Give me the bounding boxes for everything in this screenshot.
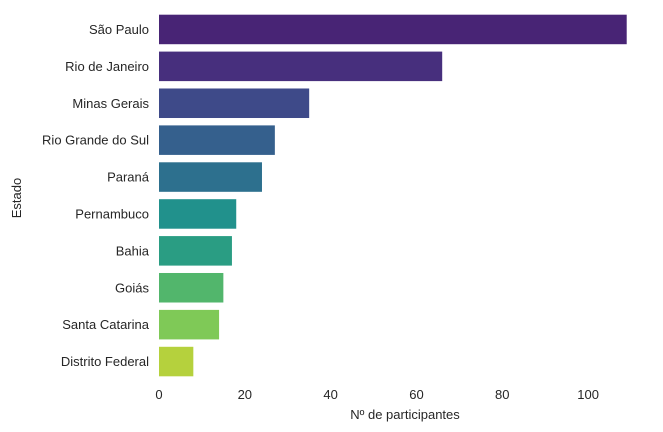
category-label: Santa Catarina [62, 317, 149, 332]
category-labels-group: São Paulo Rio de Janeiro Minas Gerais Rio G… [42, 22, 150, 369]
category-label: Bahia [116, 243, 150, 258]
x-tick-label: 20 [238, 387, 252, 402]
bar [159, 272, 224, 303]
x-tick-labels-group: 0 20 40 60 80 100 [155, 387, 599, 402]
bar [159, 88, 310, 119]
category-label: Pernambuco [75, 206, 149, 221]
bar [159, 346, 194, 377]
x-tick-label: 100 [577, 387, 599, 402]
y-axis-title: Estado [9, 178, 24, 218]
bar [159, 125, 275, 155]
category-label: Rio de Janeiro [65, 59, 149, 74]
category-label: São Paulo [89, 22, 149, 37]
x-axis-title: Nº de participantes [350, 407, 460, 422]
bar [159, 309, 220, 340]
bar [159, 236, 232, 266]
bar [159, 162, 262, 192]
category-label: Distrito Federal [61, 354, 149, 369]
category-label: Minas Gerais [72, 96, 149, 111]
x-tick-label: 60 [409, 387, 423, 402]
x-tick-label: 80 [495, 387, 509, 402]
bar [159, 51, 443, 82]
bars-group [159, 14, 627, 377]
category-label: Rio Grande do Sul [42, 133, 149, 148]
category-label: Paraná [107, 170, 150, 185]
bar [159, 14, 627, 45]
x-tick-label: 0 [155, 387, 162, 402]
x-tick-label: 40 [323, 387, 337, 402]
category-label: Goiás [115, 280, 149, 295]
bar [159, 199, 237, 229]
